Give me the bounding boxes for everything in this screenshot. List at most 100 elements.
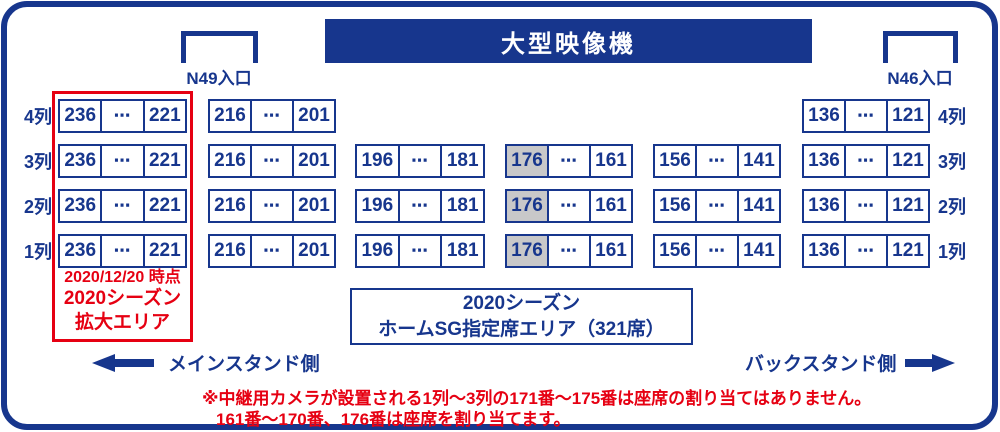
seat-cell-end: 161	[595, 195, 627, 216]
expansion-date-label: 2020/12/20 時点	[64, 269, 181, 286]
seat-block-r4-colB: 216 ⋯ 201	[208, 99, 336, 133]
seat-cell-start: 136	[804, 236, 846, 266]
ellipsis-cell: ⋯	[252, 146, 294, 176]
camera-note-line1: ※中継用カメラが設置される1列〜3列の171番〜175番は座席の割り当てはありま…	[202, 389, 872, 408]
seat-block-r2-colB: 216 ⋯ 201	[208, 189, 336, 223]
ellipsis-cell: ⋯	[846, 146, 888, 176]
expansion-area-label: 拡大エリア	[74, 312, 170, 333]
seat-cell-start-shaded: 176	[507, 236, 549, 266]
seat-cell-start: 216	[210, 101, 252, 131]
sg-reserved-area-box: 2020シーズン ホームSG指定席エリア（321席）	[350, 288, 693, 345]
ellipsis-cell: ⋯	[846, 191, 888, 221]
seat-cell-end: 221	[148, 105, 181, 126]
ellipsis-cell: ⋯	[102, 146, 145, 176]
ellipsis-cell: ⋯	[697, 146, 739, 176]
ellipsis-cell: ⋯	[549, 191, 591, 221]
camera-note-line2: 161番〜170番、176番は座席を割り当てます。	[216, 410, 571, 429]
ellipsis-cell: ⋯	[252, 191, 294, 221]
seat-cell-end: 221	[148, 240, 181, 261]
seat-block-r2-colF: 136 ⋯ 121	[802, 189, 930, 223]
seat-cell-start: 216	[210, 236, 252, 266]
row-label-right-1: 1列	[938, 242, 967, 262]
seat-cell-end: 201	[298, 240, 330, 261]
ellipsis-cell: ⋯	[400, 236, 443, 266]
seat-cell-start: 236	[60, 146, 103, 176]
ellipsis-cell: ⋯	[549, 236, 591, 266]
ellipsis-cell: ⋯	[846, 101, 888, 131]
seat-cell-start: 236	[60, 101, 103, 131]
seat-cell-end: 201	[298, 195, 330, 216]
seat-block-r4-colF: 136 ⋯ 121	[802, 99, 930, 133]
main-stand-label: メインスタンド側	[168, 354, 320, 375]
seat-block-r2-colA: 236 ⋯ 221	[58, 189, 187, 223]
ellipsis-cell: ⋯	[102, 191, 145, 221]
seat-block-r1-colF: 136 ⋯ 121	[802, 234, 930, 268]
ellipsis-cell: ⋯	[252, 101, 294, 131]
ellipsis-cell: ⋯	[400, 146, 443, 176]
seat-block-r2-colC: 196 ⋯ 181	[355, 189, 485, 223]
seat-block-r3-colB: 216 ⋯ 201	[208, 144, 336, 178]
seat-block-r3-colD: 176 ⋯ 161	[505, 144, 633, 178]
seat-block-r1-colA: 236 ⋯ 221	[58, 234, 187, 268]
ellipsis-cell: ⋯	[697, 236, 739, 266]
row-label-right-4: 4列	[938, 107, 967, 127]
seat-block-r3-colC: 196 ⋯ 181	[355, 144, 485, 178]
expansion-area-outline	[52, 91, 193, 342]
seat-cell-start: 136	[804, 146, 846, 176]
ellipsis-cell: ⋯	[102, 236, 145, 266]
seat-cell-start: 196	[357, 146, 400, 176]
entrance-n49-label: N49入口	[186, 69, 252, 88]
entrance-n46-label: N46入口	[887, 69, 953, 88]
seat-cell-start: 236	[60, 191, 103, 221]
seat-block-r3-colA: 236 ⋯ 221	[58, 144, 187, 178]
seat-cell-start: 236	[60, 236, 103, 266]
ellipsis-cell: ⋯	[697, 191, 739, 221]
seat-cell-end: 141	[743, 150, 775, 171]
entrance-n46-bracket-icon	[883, 31, 958, 63]
seat-cell-end: 161	[595, 240, 627, 261]
ellipsis-cell: ⋯	[400, 191, 443, 221]
seat-block-r1-colB: 216 ⋯ 201	[208, 234, 336, 268]
sg-area-line1: 2020シーズン	[462, 292, 581, 314]
back-stand-arrow-shaft	[905, 359, 934, 367]
row-label-left-2: 2列	[23, 197, 52, 217]
seat-cell-end: 181	[446, 150, 479, 171]
seat-block-r1-colC: 196 ⋯ 181	[355, 234, 485, 268]
seat-cell-end: 181	[446, 195, 479, 216]
seat-cell-end: 201	[298, 105, 330, 126]
seat-block-r1-colE: 156 ⋯ 141	[653, 234, 781, 268]
seat-cell-start: 156	[655, 146, 697, 176]
seat-cell-end: 221	[148, 150, 181, 171]
sg-area-line2: ホームSG指定席エリア（321席）	[378, 318, 665, 340]
row-label-left-1: 1列	[23, 242, 52, 262]
seat-cell-end: 161	[595, 150, 627, 171]
row-label-right-2: 2列	[938, 197, 967, 217]
seat-cell-start-shaded: 176	[507, 191, 549, 221]
entrance-n49-bracket-icon	[181, 31, 258, 63]
seat-block-r2-colE: 156 ⋯ 141	[653, 189, 781, 223]
seat-cell-start: 196	[357, 191, 400, 221]
ellipsis-cell: ⋯	[846, 236, 888, 266]
seat-block-r4-colA: 236 ⋯ 221	[58, 99, 187, 133]
expansion-season-label: 2020シーズン	[63, 288, 182, 309]
seat-cell-start: 196	[357, 236, 400, 266]
main-stand-arrow-shaft	[114, 359, 154, 367]
seat-block-r1-colD: 176 ⋯ 161	[505, 234, 633, 268]
ellipsis-cell: ⋯	[252, 236, 294, 266]
seat-cell-end: 181	[446, 240, 479, 261]
seat-cell-end: 121	[892, 105, 924, 126]
seat-block-r3-colF: 136 ⋯ 121	[802, 144, 930, 178]
seat-cell-end: 221	[148, 195, 181, 216]
back-stand-arrow-icon	[932, 354, 955, 372]
seat-cell-end: 201	[298, 150, 330, 171]
seat-cell-end: 141	[743, 240, 775, 261]
row-label-right-3: 3列	[938, 152, 967, 172]
video-screen-banner: 大型映像機	[325, 19, 812, 63]
seat-cell-start: 216	[210, 146, 252, 176]
seat-cell-start-shaded: 176	[507, 146, 549, 176]
seat-cell-end: 121	[892, 150, 924, 171]
seat-cell-start: 156	[655, 236, 697, 266]
ellipsis-cell: ⋯	[102, 101, 145, 131]
seat-cell-start: 156	[655, 191, 697, 221]
